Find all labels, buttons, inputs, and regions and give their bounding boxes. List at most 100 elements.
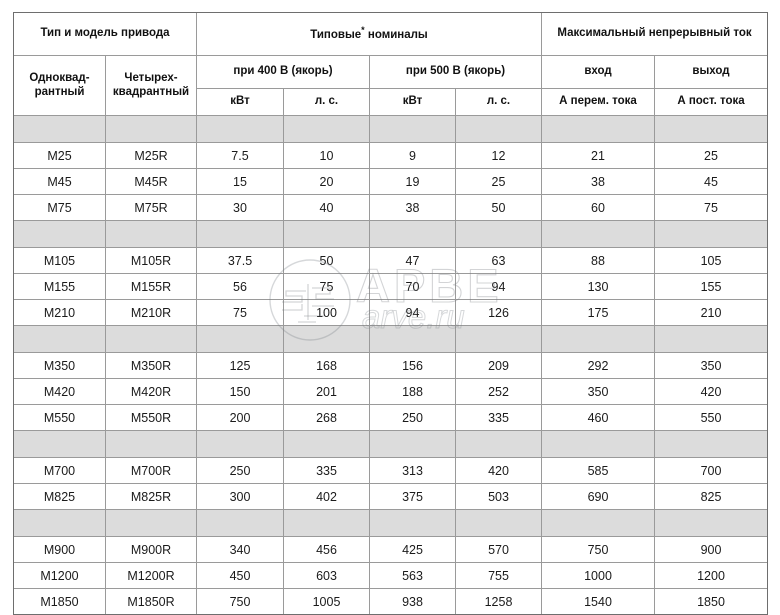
cell-value: 1850	[653, 588, 769, 615]
group-spacer-cell	[283, 430, 370, 458]
group-spacer-cell	[283, 115, 370, 143]
header-unit-kw-400: кВт	[196, 88, 284, 116]
cell-value: 690	[541, 483, 655, 510]
cell-four-quadrant-model: M350R	[105, 352, 197, 379]
group-spacer-cell	[105, 509, 197, 537]
table-row: M900 M900R 340 456 425 570 750 900	[13, 536, 769, 563]
cell-value: 425	[369, 536, 456, 563]
cell-four-quadrant-model: M210R	[105, 299, 197, 326]
cell-value: 60	[541, 194, 655, 221]
cell-four-quadrant-model: M25R	[105, 142, 197, 169]
cell-value: 25	[653, 142, 769, 169]
cell-four-quadrant-model: M155R	[105, 273, 197, 300]
header-col-four-quadrant: Четырех- квадрантный	[105, 55, 197, 116]
group-spacer-cell	[541, 220, 655, 248]
table-row: M75 M75R 30 40 38 50 60 75	[13, 194, 769, 221]
cell-value: 9	[369, 142, 456, 169]
group-spacer-cell	[13, 115, 106, 143]
group-spacer-cell	[369, 430, 456, 458]
cell-single-quadrant-model: M350	[13, 352, 106, 379]
cell-four-quadrant-model: M1850R	[105, 588, 197, 615]
group-spacer-cell	[283, 509, 370, 537]
header-sub-output: выход	[653, 55, 769, 89]
cell-single-quadrant-model: M155	[13, 273, 106, 300]
cell-value: 750	[196, 588, 284, 615]
header-group-drive-type: Тип и модель привода	[13, 12, 197, 56]
cell-value: 292	[541, 352, 655, 379]
cell-single-quadrant-model: M210	[13, 299, 106, 326]
group-spacer-cell	[13, 325, 106, 353]
cell-four-quadrant-model: M1200R	[105, 562, 197, 589]
cell-value: 300	[196, 483, 284, 510]
group-spacer-row	[13, 430, 769, 458]
cell-value: 700	[653, 457, 769, 484]
group-spacer-row	[13, 325, 769, 353]
table-row: M700 M700R 250 335 313 420 585 700	[13, 457, 769, 484]
spec-table-container: Тип и модель привода Типовые* номиналы М…	[13, 12, 769, 615]
group-spacer-cell	[283, 220, 370, 248]
header-unit-kw-500: кВт	[369, 88, 456, 116]
group-spacer-cell	[455, 430, 542, 458]
table-row: M210 M210R 75 100 94 126 175 210	[13, 299, 769, 326]
cell-value: 7.5	[196, 142, 284, 169]
cell-value: 1200	[653, 562, 769, 589]
cell-value: 335	[455, 404, 542, 431]
cell-value: 335	[283, 457, 370, 484]
group-spacer-cell	[653, 220, 769, 248]
group-spacer-cell	[196, 325, 284, 353]
table-row: M550 M550R 200 268 250 335 460 550	[13, 404, 769, 431]
header-group-typical-ratings-text: Типовые	[310, 29, 362, 42]
cell-value: 603	[283, 562, 370, 589]
cell-value: 105	[653, 247, 769, 274]
cell-value: 45	[653, 168, 769, 195]
cell-value: 313	[369, 457, 456, 484]
cell-value: 88	[541, 247, 655, 274]
header-group-max-continuous-current: Максимальный непрерывный ток	[540, 12, 769, 56]
cell-value: 252	[455, 378, 542, 405]
table-row: M825 M825R 300 402 375 503 690 825	[13, 483, 769, 510]
group-spacer-cell	[196, 115, 284, 143]
cell-value: 20	[283, 168, 370, 195]
cell-value: 420	[653, 378, 769, 405]
cell-value: 825	[653, 483, 769, 510]
group-spacer-cell	[196, 509, 284, 537]
group-spacer-cell	[455, 509, 542, 537]
group-spacer-cell	[369, 220, 456, 248]
cell-value: 563	[369, 562, 456, 589]
header-group-typical-ratings: Типовые* номиналы	[196, 12, 542, 56]
group-spacer-cell	[13, 509, 106, 537]
group-spacer-cell	[196, 430, 284, 458]
header-sub-input: вход	[541, 55, 655, 89]
cell-value: 94	[369, 299, 456, 326]
cell-value: 1005	[283, 588, 370, 615]
cell-value: 420	[455, 457, 542, 484]
cell-value: 125	[196, 352, 284, 379]
header-sub-500v: при 500 В (якорь)	[369, 55, 542, 89]
cell-value: 15	[196, 168, 284, 195]
group-spacer-cell	[105, 430, 197, 458]
header-unit-output-amps: А пост. тока	[653, 88, 769, 116]
group-spacer-cell	[13, 430, 106, 458]
cell-value: 1540	[541, 588, 655, 615]
cell-value: 94	[455, 273, 542, 300]
cell-value: 56	[196, 273, 284, 300]
cell-four-quadrant-model: M420R	[105, 378, 197, 405]
cell-value: 38	[541, 168, 655, 195]
cell-value: 750	[541, 536, 655, 563]
drive-specification-table: Тип и модель привода Типовые* номиналы М…	[13, 12, 769, 615]
cell-value: 40	[283, 194, 370, 221]
cell-value: 900	[653, 536, 769, 563]
group-spacer-cell	[283, 325, 370, 353]
cell-value: 402	[283, 483, 370, 510]
cell-value: 375	[369, 483, 456, 510]
cell-value: 126	[455, 299, 542, 326]
cell-value: 75	[196, 299, 284, 326]
cell-value: 350	[653, 352, 769, 379]
cell-value: 268	[283, 404, 370, 431]
cell-value: 75	[653, 194, 769, 221]
cell-value: 1258	[455, 588, 542, 615]
cell-single-quadrant-model: M25	[13, 142, 106, 169]
group-spacer-row	[13, 220, 769, 248]
cell-value: 19	[369, 168, 456, 195]
cell-four-quadrant-model: M900R	[105, 536, 197, 563]
